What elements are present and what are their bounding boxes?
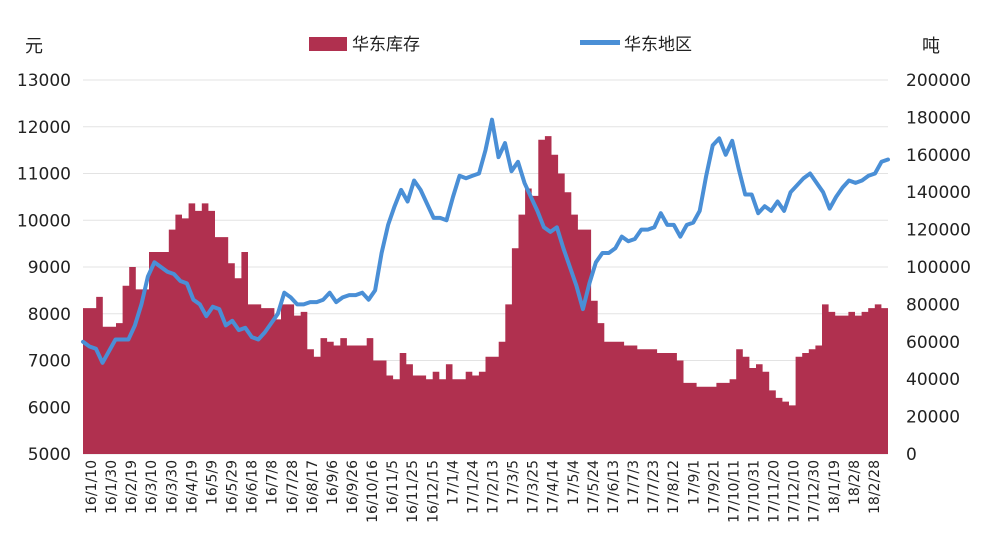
left-tick-label: 7000 [28,352,71,372]
right-tick-label: 140000 [906,183,971,203]
series-line-huadong-region [81,117,890,365]
x-tick-label: 17/2/13 [486,460,502,514]
left-tick-label: 8000 [28,305,71,325]
x-tick-label: 16/6/18 [245,460,261,514]
x-tick-label: 17/10/31 [747,460,763,523]
x-tick-label: 16/8/17 [305,460,321,514]
x-tick-label: 16/9/6 [325,460,341,505]
legend-swatch-area [309,37,347,51]
x-tick-label: 17/12/30 [807,460,823,523]
right-tick-label: 200000 [906,71,971,91]
right-tick-label: 20000 [906,408,960,428]
x-tick-label: 16/1/30 [104,460,120,514]
x-tick-label: 16/7/8 [265,460,281,505]
x-tick-label: 17/11/20 [767,460,783,523]
right-tick-label: 40000 [906,370,960,390]
right-tick-label: 160000 [906,146,971,166]
right-axis-ticks: 2000001800001600001400001200001000008000… [906,71,971,465]
x-tick-label: 16/4/19 [184,460,200,514]
x-axis-ticks: 16/1/10 16/1/30 16/2/19 16/3/10 16/3/30 16/4/… [84,460,883,523]
right-tick-label: 60000 [906,333,960,353]
x-tick-label: 16/5/9 [204,460,220,505]
legend-label-line: 华东地区 [624,35,692,55]
x-tick-label: 17/3/5 [506,460,522,505]
right-axis-unit: 吨 [922,36,940,57]
right-tick-label: 100000 [906,258,971,278]
x-tick-label: 16/12/15 [425,460,441,523]
area-layer [83,136,888,454]
line-layer [81,117,890,365]
left-axis-unit: 元 [25,36,43,57]
left-tick-label: 5000 [28,445,71,465]
left-tick-label: 6000 [28,398,71,418]
left-tick-label: 11000 [17,165,71,185]
right-tick-label: 180000 [906,108,971,128]
x-tick-label: 17/9/1 [686,460,702,505]
x-tick-label: 16/2/19 [124,460,140,514]
x-tick-label: 17/6/13 [606,460,622,514]
x-tick-label: 16/11/25 [405,460,421,523]
left-axis-ticks: 13000 12000 11000 10000 9000 8000 7000 6000 5000 [17,71,71,465]
x-tick-label: 17/1/24 [465,460,481,514]
x-tick-label: 17/7/3 [626,460,642,505]
x-tick-label: 16/11/5 [385,460,401,514]
x-tick-label: 16/5/29 [225,460,241,514]
x-tick-label: 17/8/12 [666,460,682,514]
left-tick-label: 10000 [17,211,71,231]
x-tick-label: 16/7/28 [285,460,301,514]
legend: 华东库存 华东地区 [309,35,692,55]
x-tick-label: 16/9/26 [345,460,361,514]
left-tick-label: 9000 [28,258,71,278]
legend-swatch-line [580,40,620,45]
right-tick-label: 80000 [906,295,960,315]
x-tick-label: 17/3/25 [526,460,542,514]
x-tick-label: 17/5/4 [566,460,582,505]
x-tick-label: 16/3/30 [164,460,180,514]
left-tick-label: 12000 [17,118,71,138]
series-area-huadong-inventory [83,136,888,454]
legend-label-area: 华东库存 [352,35,420,55]
x-tick-label: 17/5/24 [586,460,602,514]
x-tick-label: 17/4/14 [546,460,562,514]
x-tick-label: 18/1/19 [827,460,843,514]
x-tick-label: 17/12/10 [787,460,803,523]
right-tick-label: 120000 [906,221,971,241]
left-tick-label: 13000 [17,71,71,91]
x-tick-label: 17/7/23 [646,460,662,514]
x-tick-label: 16/1/10 [84,460,100,514]
x-tick-label: 17/1/4 [445,460,461,505]
x-tick-label: 16/10/16 [365,460,381,523]
x-tick-label: 18/2/8 [847,460,863,505]
right-tick-label: 0 [906,445,917,465]
x-tick-label: 16/3/10 [144,460,160,514]
x-tick-label: 18/2/28 [867,460,883,514]
x-tick-label: 17/10/11 [726,460,742,523]
x-tick-label: 17/9/21 [706,460,722,514]
